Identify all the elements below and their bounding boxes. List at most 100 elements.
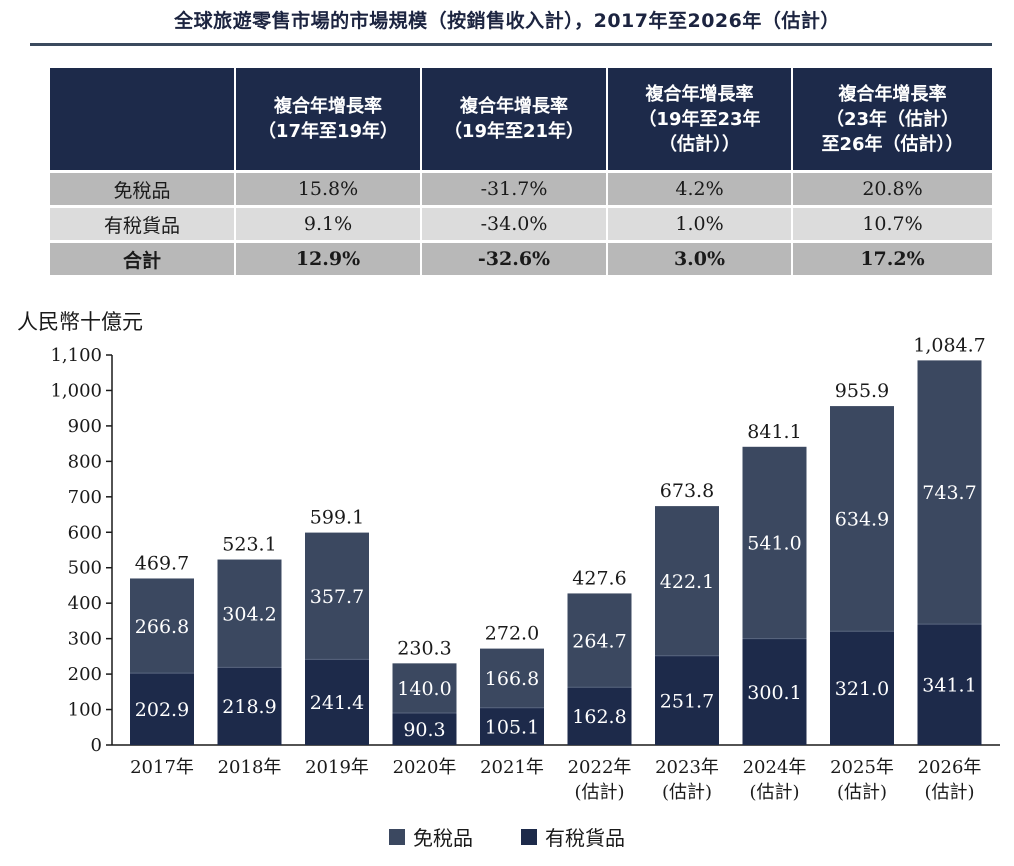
data-label-duty-paid: 202.9	[135, 699, 189, 721]
header-cagr-19-21: 複合年增長率 （19年至21年）	[421, 68, 608, 172]
data-label-total: 427.6	[572, 567, 626, 589]
x-tick-label: (估計)	[574, 782, 624, 803]
data-label-duty-free: 266.8	[135, 616, 189, 638]
table-cell: 1.0%	[607, 205, 793, 242]
data-label-duty-free: 304.2	[222, 603, 276, 625]
table-cell: 10.7%	[792, 205, 992, 242]
data-label-duty-free: 541.0	[747, 533, 801, 555]
data-label-duty-free: 357.7	[310, 586, 364, 608]
y-tick-label: 600	[68, 522, 102, 543]
data-label-total: 955.9	[835, 380, 889, 402]
table-cell: 12.9%	[235, 240, 422, 275]
table-cell: 4.2%	[607, 170, 793, 207]
data-label-duty-paid: 321.0	[835, 678, 889, 700]
stacked-bar-chart: 0 100 200 300 400 500 600 700 800 900 1,000 1,100 20…	[50, 334, 1000, 803]
row-label: 有稅貨品	[50, 205, 236, 242]
y-tick-label: 800	[68, 451, 102, 472]
y-tick-label: 1,100	[50, 345, 102, 366]
table-row-duty-free: 免稅品 15.8% -31.7% 4.2% 20.8%	[50, 170, 992, 207]
y-tick-label: 700	[68, 487, 102, 508]
x-tick-label: (估計)	[924, 782, 974, 803]
x-tick-label: 2026年	[918, 757, 982, 778]
data-label-duty-free: 422.1	[660, 571, 714, 593]
bar-segment-duty-paid	[392, 712, 457, 745]
data-label-total: 673.8	[660, 480, 714, 502]
x-tick-label: (估計)	[837, 782, 887, 803]
cagr-header-row: 複合年增長率 （17年至19年） 複合年增長率 （19年至21年） 複合年增長率…	[50, 68, 992, 172]
data-label-total: 523.1	[222, 534, 276, 556]
y-tick-label: 0	[91, 735, 102, 756]
bar-segment-duty-paid	[217, 667, 282, 745]
bar-segment-duty-free	[742, 446, 807, 639]
table-row-total: 合計 12.9% -32.6% 3.0% 17.2%	[50, 240, 992, 275]
data-label-duty-free: 634.9	[835, 509, 889, 531]
table-cell: -34.0%	[421, 205, 608, 242]
data-label-duty-paid: 241.4	[310, 692, 364, 714]
y-tick-label: 300	[68, 629, 102, 650]
bar-segment-duty-free	[130, 578, 194, 674]
header-cagr-23-26: 複合年增長率 （23年（估計） 至26年（估計））	[792, 68, 992, 172]
data-label-duty-paid: 300.1	[747, 682, 801, 704]
data-label-total: 272.0	[485, 623, 539, 645]
cagr-table: 複合年增長率 （17年至19年） 複合年增長率 （19年至21年） 複合年增長率…	[50, 68, 992, 275]
header-cagr-17-19: 複合年增長率 （17年至19年）	[235, 68, 422, 172]
data-label-total: 469.7	[135, 552, 189, 574]
table-cell: 17.2%	[792, 240, 992, 275]
data-label-duty-free: 743.7	[922, 482, 976, 504]
header-cell-blank	[50, 68, 236, 172]
data-label-duty-paid: 162.8	[572, 706, 626, 728]
x-tick-label: 2022年	[568, 757, 632, 778]
row-label: 免稅品	[50, 170, 236, 207]
bar-segment-duty-free	[830, 406, 894, 632]
table-cell: 9.1%	[235, 205, 422, 242]
y-tick-label: 400	[68, 593, 102, 614]
legend-item-duty-paid: 有稅貨品	[521, 822, 625, 851]
data-label-duty-free: 264.7	[572, 630, 626, 652]
x-tick-label: 2019年	[305, 757, 369, 778]
header-cagr-19-23: 複合年增長率 （19年至23年 （估計））	[607, 68, 793, 172]
bar-segment-duty-free	[392, 663, 457, 713]
x-tick-label: 2023年	[655, 757, 719, 778]
x-tick-label: (估計)	[749, 782, 799, 803]
x-tick-label: 2021年	[480, 757, 544, 778]
bar-segment-duty-paid	[655, 655, 719, 745]
legend-label-duty-paid: 有稅貨品	[545, 826, 625, 850]
data-label-total: 841.1	[747, 421, 801, 443]
legend: 免稅品 有稅貨品	[0, 822, 1014, 851]
data-label-duty-paid: 105.1	[485, 716, 539, 738]
bar-segment-duty-free	[567, 593, 632, 688]
bar-segment-duty-paid	[917, 624, 982, 745]
y-axis-unit-label: 人民幣十億元	[17, 310, 143, 334]
x-tick-label: 2017年	[130, 757, 194, 778]
title-divider	[30, 43, 992, 46]
y-tick-label: 100	[68, 700, 102, 721]
bar-segment-duty-paid	[305, 659, 369, 745]
y-tick-label: 500	[68, 558, 102, 579]
chart-title: 全球旅遊零售市場的市場規模（按銷售收入計），2017年至2026年（估計）	[174, 10, 840, 32]
bar-segment-duty-free	[480, 648, 544, 708]
data-label-duty-free: 140.0	[397, 678, 451, 700]
table-cell: 20.8%	[792, 170, 992, 207]
data-label-duty-paid: 218.9	[222, 696, 276, 718]
legend-swatch-duty-paid	[521, 828, 537, 845]
bar-segment-duty-free	[655, 506, 719, 656]
table-cell: -32.6%	[421, 240, 608, 275]
x-tick-label: 2024年	[743, 757, 807, 778]
x-tick-label: 2020年	[393, 757, 457, 778]
data-label-duty-free: 166.8	[485, 668, 539, 690]
x-tick-label: 2025年	[830, 757, 894, 778]
data-label-duty-paid: 341.1	[922, 675, 976, 697]
bar-segment-duty-paid	[830, 631, 894, 745]
data-label-total: 1,084.7	[913, 334, 986, 356]
bar-segment-duty-paid	[567, 687, 632, 745]
table-cell: 15.8%	[235, 170, 422, 207]
x-tick-label: (估計)	[662, 782, 712, 803]
data-label-duty-paid: 251.7	[660, 690, 714, 712]
y-tick-label: 900	[68, 416, 102, 437]
bar-segment-duty-paid	[742, 638, 807, 745]
table-cell: 3.0%	[607, 240, 793, 275]
table-cell: -31.7%	[421, 170, 608, 207]
data-label-total: 599.1	[310, 507, 364, 529]
legend-swatch-duty-free	[389, 828, 405, 845]
legend-item-duty-free: 免稅品	[389, 822, 473, 851]
